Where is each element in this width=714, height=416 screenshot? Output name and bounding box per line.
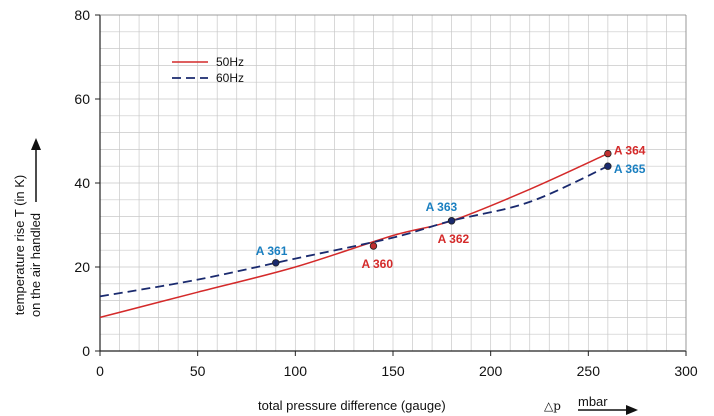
data-point [604, 149, 612, 158]
y-axis-title-2: on the air handled [28, 213, 43, 317]
x-axis-arrow [578, 405, 638, 415]
data-points: A 360 A 361 A 362 A 363 A 364 A 365 [256, 144, 646, 271]
series-lines [99, 152, 609, 319]
legend-label-60hz: 60Hz [216, 71, 244, 85]
data-label: A 360 [361, 257, 393, 271]
y-axis-title-line1: temperature rise T (in K) [12, 175, 27, 315]
series-line-60hz [99, 165, 609, 298]
data-label: A 365 [614, 162, 646, 176]
x-tick-label: 100 [284, 363, 308, 379]
y-tick-label: 40 [74, 175, 90, 191]
data-point [272, 259, 280, 267]
y-tick-label: 60 [74, 91, 90, 107]
x-axis-unit: mbar [578, 394, 608, 409]
legend: 50Hz 60Hz [172, 55, 244, 85]
y-tick-label: 80 [74, 7, 90, 23]
x-axis-title: total pressure difference (gauge) [258, 398, 446, 413]
x-tick-label: 150 [381, 363, 405, 379]
data-label: A 361 [256, 244, 288, 258]
x-tick-label: 200 [479, 363, 503, 379]
data-point [447, 217, 456, 225]
y-tick-label: 20 [74, 259, 90, 275]
legend-label-50hz: 50Hz [216, 55, 244, 69]
grid [99, 14, 687, 352]
y-axis-arrow [31, 138, 41, 202]
x-tick-label: 0 [96, 363, 104, 379]
x-tick-label: 250 [577, 363, 601, 379]
x-tick-label: 300 [674, 363, 698, 379]
data-point [604, 162, 612, 170]
data-label: A 363 [426, 200, 458, 214]
x-tick-label: 50 [190, 363, 206, 379]
series-line-50hz [99, 152, 609, 319]
y-axis-title: temperature rise T (in K) [12, 175, 27, 315]
data-label: A 364 [614, 144, 646, 158]
y-tick-label: 0 [82, 343, 90, 359]
data-point [369, 242, 378, 250]
y-axis-title-line2: on the air handled [28, 213, 43, 317]
tick-labels: 0 50 100 150 200 250 300 0 20 40 60 80 [74, 7, 697, 379]
x-axis-symbol: △p [544, 399, 561, 413]
data-label: A 362 [438, 232, 470, 246]
